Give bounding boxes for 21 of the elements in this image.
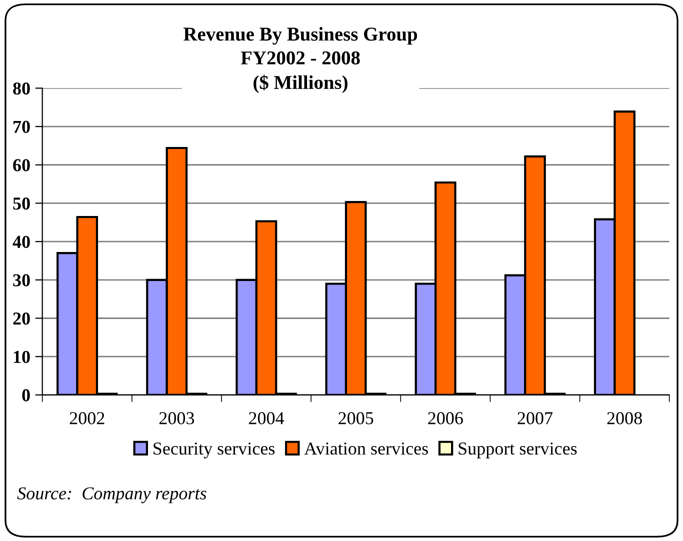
x-tick-label: 2006 bbox=[428, 412, 463, 424]
y-tick-label: 80 bbox=[13, 82, 30, 95]
legend-label: Aviation services bbox=[304, 442, 428, 455]
y-tick-label: 70 bbox=[14, 120, 30, 133]
x-tick-label: 2007 bbox=[518, 412, 553, 424]
y-tick-label: 0 bbox=[22, 389, 30, 402]
chart-title: Revenue By Business Group FY2002 - 2008 ($ Millions) bbox=[184, 27, 418, 93]
legend-label: Security services bbox=[154, 442, 275, 458]
y-tick-label: 10 bbox=[14, 350, 30, 364]
x-tick-label: 2002 bbox=[70, 412, 104, 424]
x-tick-label: 2008 bbox=[607, 412, 642, 424]
x-tick-label: 2004 bbox=[249, 412, 284, 424]
y-tick-label: 50 bbox=[13, 197, 30, 210]
x-tick-label: 2005 bbox=[338, 412, 374, 424]
legend-label: Support services bbox=[458, 442, 577, 458]
y-tick-label: 40 bbox=[12, 236, 30, 248]
source-note: Source: Company reports bbox=[17, 487, 206, 504]
y-tick-label: 30 bbox=[13, 274, 30, 286]
y-tick-label: 20 bbox=[13, 312, 30, 325]
y-tick-label: 60 bbox=[13, 159, 30, 172]
x-tick-label: 2003 bbox=[159, 412, 194, 424]
